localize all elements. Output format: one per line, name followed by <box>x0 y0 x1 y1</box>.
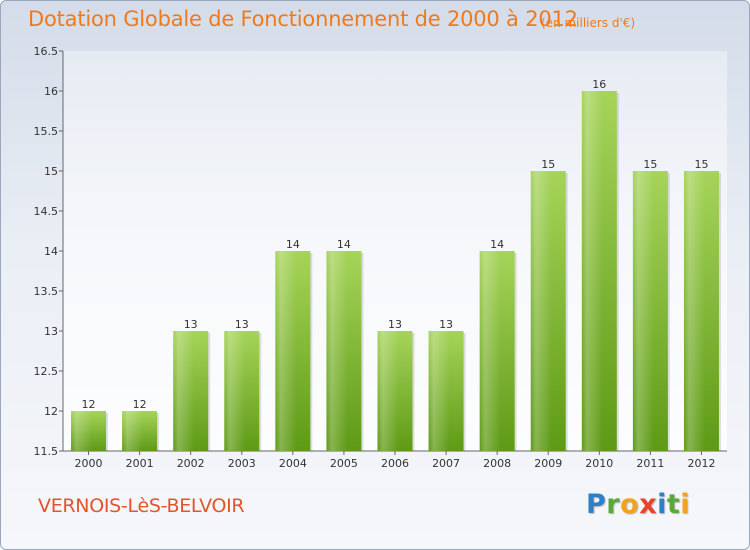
bar-shine <box>326 251 362 451</box>
bar-2002[interactable] <box>173 331 211 451</box>
bar-2011[interactable] <box>632 171 670 451</box>
x-tick-label: 2005 <box>330 457 358 470</box>
y-tick-label: 15.5 <box>34 125 59 138</box>
value-label: 13 <box>388 318 402 331</box>
bar-2003[interactable] <box>224 331 262 451</box>
y-tick-label: 14 <box>44 245 58 258</box>
logo-letter: t <box>666 489 681 520</box>
bar-2006[interactable] <box>377 331 415 451</box>
y-tick-label: 13 <box>44 325 58 338</box>
x-tick-label: 2006 <box>381 457 409 470</box>
bar-shine <box>173 331 209 451</box>
logo-letter: P <box>586 489 607 520</box>
bars-group <box>71 91 721 451</box>
bar-2004[interactable] <box>275 251 313 451</box>
bar-shine <box>122 411 158 451</box>
x-tick-label: 2003 <box>228 457 256 470</box>
y-tick-label: 13.5 <box>34 285 59 298</box>
y-tick-label: 14.5 <box>34 205 59 218</box>
bar-shine <box>377 331 413 451</box>
y-tick-label: 11.5 <box>34 445 59 458</box>
bar-2008[interactable] <box>479 251 517 451</box>
y-tick-label: 16.5 <box>34 45 59 58</box>
value-label: 15 <box>541 158 555 171</box>
axes: 11.5 12 12.5 13 13.5 14 14.5 15 15.5 16 16.5 <box>34 45 727 458</box>
bar-shine <box>428 331 464 451</box>
x-tick-label: 2010 <box>585 457 613 470</box>
x-tick-label: 2004 <box>279 457 307 470</box>
bar-shine <box>479 251 515 451</box>
labels-group: 2000 12 2001 12 2002 13 2003 13 2004 14 2005 14 2006… <box>75 78 716 470</box>
logo-letter: i <box>680 489 691 520</box>
bar-shine <box>71 411 107 451</box>
bar-2005[interactable] <box>326 251 364 451</box>
value-label: 16 <box>592 78 606 91</box>
bar-shine <box>275 251 311 451</box>
chart-title: Dotation Globale de Fonctionnement de 20… <box>28 7 578 31</box>
y-tick-label: 12 <box>44 405 58 418</box>
logo-letter: r <box>606 489 621 520</box>
value-label: 12 <box>82 398 96 411</box>
bar-shine <box>581 91 617 451</box>
x-tick-label: 2001 <box>126 457 154 470</box>
x-tick-label: 2008 <box>483 457 511 470</box>
value-label: 13 <box>235 318 249 331</box>
bar-2012[interactable] <box>683 171 721 451</box>
y-tick-label: 16 <box>44 85 58 98</box>
bar-2001[interactable] <box>122 411 160 451</box>
value-label: 15 <box>643 158 657 171</box>
bar-shine <box>632 171 668 451</box>
value-label: 14 <box>490 238 504 251</box>
bar-2007[interactable] <box>428 331 466 451</box>
value-label: 13 <box>184 318 198 331</box>
bar-shine <box>224 331 260 451</box>
x-tick-label: 2011 <box>636 457 664 470</box>
x-tick-label: 2007 <box>432 457 460 470</box>
commune-name: VERNOIS-LèS-BELVOIR <box>38 495 245 517</box>
logo-letter: i <box>657 489 667 520</box>
x-tick-label: 2012 <box>687 457 715 470</box>
logo-letter: x <box>639 489 658 520</box>
y-tick-label: 15 <box>44 165 58 178</box>
x-tick-label: 2000 <box>75 457 103 470</box>
y-tick-label: 12.5 <box>34 365 59 378</box>
bar-2000[interactable] <box>71 411 109 451</box>
value-label: 14 <box>286 238 300 251</box>
x-tick-label: 2009 <box>534 457 562 470</box>
value-label: 14 <box>337 238 351 251</box>
value-label: 15 <box>694 158 708 171</box>
x-tick-label: 2002 <box>177 457 205 470</box>
chart-unit: (en milliers d'€) <box>541 16 636 30</box>
value-label: 12 <box>133 398 147 411</box>
value-label: 13 <box>439 318 453 331</box>
proxiti-logo[interactable]: Proxiti <box>586 489 690 520</box>
bar-2010[interactable] <box>581 91 619 451</box>
logo-letter: o <box>620 489 640 520</box>
bar-2009[interactable] <box>530 171 568 451</box>
bar-shine <box>683 171 719 451</box>
bar-shine <box>530 171 566 451</box>
